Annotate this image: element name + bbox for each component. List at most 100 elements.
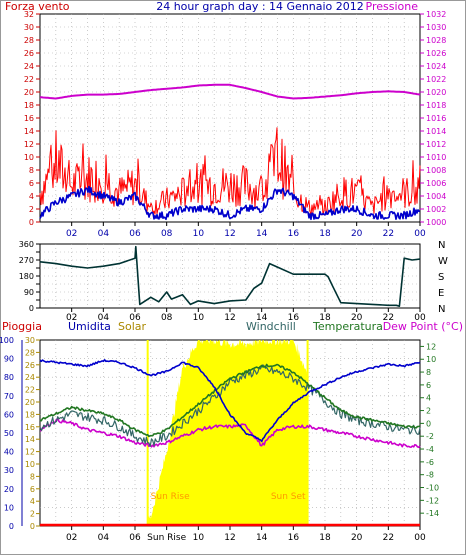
panel1-x-tick-label: 18 (319, 229, 331, 239)
humidity-y-tick-label: 80 (4, 373, 14, 382)
panel3-x-tick-label: 14 (256, 533, 268, 543)
solar-y-tick-label: 6 (30, 485, 35, 494)
wind-y-tick-label: 2 (29, 205, 34, 214)
dewpoint-label: Dew Point (°C) (383, 320, 463, 333)
temperature-label: Temperatura (312, 320, 383, 333)
panel1-x-tick-label: 12 (224, 229, 235, 239)
direction-y-tick-label: 180 (19, 272, 34, 281)
panel1-x-tick-label: 16 (288, 229, 300, 239)
wind-y-tick-label: 20 (24, 88, 34, 97)
wind-y-tick-label: 28 (24, 36, 34, 45)
pressure-y-tick-label: 1008 (426, 166, 446, 175)
wind-direction-line (39, 245, 421, 308)
solar-y-tick-label: 20 (25, 398, 35, 407)
temperature-y-tick-label: -12 (426, 496, 439, 505)
humidity-y-tick-label: 10 (4, 503, 14, 512)
panel1-x-tick-label: 22 (383, 229, 394, 239)
panel3-x-tick-label: 22 (383, 533, 394, 543)
pressure-y-tick-label: 1028 (426, 36, 446, 45)
panel3-x-tick-label: 10 (193, 533, 205, 543)
wind-y-tick-label: 16 (24, 114, 34, 123)
temperature-y-tick-label: 10 (426, 355, 436, 364)
pressure-y-tick-label: 1030 (426, 23, 446, 32)
panel2-x-tick-label: 20 (351, 313, 363, 323)
pressure-y-tick-label: 1012 (426, 140, 446, 149)
panel3-x-tick-label: 04 (98, 533, 110, 543)
rain-label: Pioggia (2, 320, 42, 333)
wind-y-tick-label: 24 (24, 62, 34, 71)
sunrise-annotation: Sun Rise (151, 492, 190, 502)
panel1-x-tick-label: 20 (351, 229, 363, 239)
panel1-x-tick-label: 14 (256, 229, 268, 239)
panel1-x-tick-label: 10 (193, 229, 205, 239)
panel1-x-tick-label: 00 (414, 229, 426, 239)
direction-y-tick-label: 90 (24, 288, 34, 297)
wind-y-tick-label: 18 (24, 101, 34, 110)
panel3-x-tick-label: 20 (351, 533, 363, 543)
panel1-x-tick-label: 08 (161, 229, 173, 239)
windchill-label: Windchill (246, 320, 296, 333)
panel3-x-tick-label: 02 (66, 533, 77, 543)
solar-y-tick-label: 12 (25, 448, 35, 457)
direction-y-tick-label: 0 (29, 304, 34, 313)
temperature-y-tick-label: -4 (426, 445, 434, 454)
temperature-y-tick-label: 6 (426, 381, 431, 390)
solar-y-tick-label: 28 (25, 348, 35, 357)
compass-label: N (438, 240, 445, 251)
temperature-y-tick-label: -8 (426, 471, 434, 480)
solar-y-tick-label: 2 (30, 510, 35, 519)
temperature-y-tick-label: 4 (426, 394, 431, 403)
wind-y-tick-label: 12 (24, 140, 34, 149)
wind-y-tick-label: 8 (29, 166, 34, 175)
solar-y-tick-label: 22 (25, 386, 35, 395)
panel2-x-tick-label: 04 (98, 313, 110, 323)
wind-y-tick-label: 14 (24, 127, 34, 136)
temperature-y-tick-label: 8 (426, 368, 431, 377)
panel2-x-tick-label: 12 (224, 313, 235, 323)
temperature-y-tick-label: 2 (426, 407, 431, 416)
temperature-y-tick-label: -2 (426, 432, 434, 441)
wind-axis-title: Forza vento (5, 0, 70, 13)
humidity-y-tick-label: 20 (4, 485, 14, 494)
panel2-x-tick-label: 22 (383, 313, 394, 323)
compass-label: W (438, 256, 448, 267)
panel2-x-tick-label: 16 (288, 313, 300, 323)
compass-label: N (438, 304, 445, 315)
panel2-x-tick-label: 10 (193, 313, 205, 323)
pressure-y-tick-label: 1016 (426, 114, 446, 123)
compass-label: E (438, 288, 444, 299)
chart-title: 24 hour graph day : 14 Gennaio 2012 (156, 0, 364, 13)
temperature-line (39, 363, 421, 438)
solar-y-tick-label: 24 (25, 373, 35, 382)
humidity-label: Umidita (68, 320, 111, 333)
panel2-x-tick-label: 06 (129, 313, 141, 323)
solar-y-tick-label: 10 (25, 460, 35, 469)
pressure-y-tick-label: 1026 (426, 49, 446, 58)
pressure-y-tick-label: 1022 (426, 75, 446, 84)
humidity-y-tick-label: 50 (4, 429, 14, 438)
temperature-y-tick-label: 12 (426, 342, 436, 351)
temperature-y-tick-label: 0 (426, 419, 431, 428)
wind-y-tick-label: 26 (24, 49, 34, 58)
panel3-x-tick-label: 00 (414, 533, 426, 543)
humidity-y-tick-label: 30 (4, 466, 14, 475)
pressure-y-tick-label: 1014 (426, 127, 446, 136)
panel3-x-tick-label: 16 (288, 533, 300, 543)
panel1-x-tick-label: 02 (66, 229, 77, 239)
humidity-y-tick-label: 60 (4, 410, 14, 419)
wind-y-tick-label: 10 (24, 153, 34, 162)
wind-gust-line (39, 127, 421, 216)
solar-y-tick-label: 0 (30, 522, 35, 531)
wind-y-tick-label: 30 (24, 23, 34, 32)
wind-speed-line (39, 185, 421, 221)
panel2-x-tick-label: 00 (414, 313, 426, 323)
pressure-y-tick-label: 1032 (426, 10, 446, 19)
pressure-y-tick-label: 1002 (426, 205, 446, 214)
humidity-y-tick-label: 100 (0, 336, 14, 345)
temperature-y-tick-label: -10 (426, 484, 439, 493)
pressure-y-tick-label: 1004 (426, 192, 446, 201)
wind-pressure-panel: 0246810121416182022242628303210001002100… (24, 10, 447, 239)
dewpoint-line (39, 418, 421, 449)
